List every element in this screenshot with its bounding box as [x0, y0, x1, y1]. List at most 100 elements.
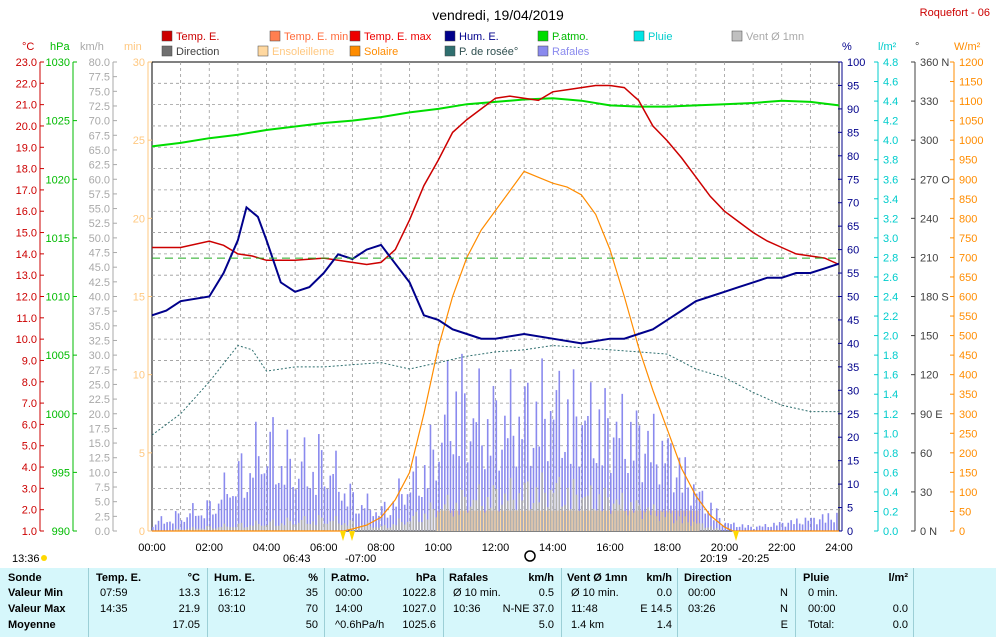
series-gust-bar — [610, 472, 612, 531]
axis-speed-label: 80.0 — [89, 57, 110, 69]
axis-time-label: 22:00 — [768, 542, 796, 554]
series-wind-bar — [690, 525, 692, 531]
series-gust-bar — [655, 464, 658, 531]
series-gust-bar — [658, 484, 661, 531]
series-gust-bar — [561, 457, 563, 531]
stats-header-press: P.atmo. — [331, 572, 370, 584]
legend-label: Vent Ø 1mn — [746, 31, 804, 43]
axis-temp-label: 20.0 — [16, 121, 37, 133]
axis-direction-label: 150 — [920, 331, 938, 343]
series-gust-bar — [710, 502, 712, 531]
series-gust-bar — [303, 437, 306, 531]
series-wind-bar — [549, 489, 552, 531]
axis-speed-label: 12.5 — [89, 453, 110, 465]
axis-unit-minutes: min — [124, 41, 142, 53]
stats-cell-rain-v: 0.0 — [892, 603, 908, 615]
series-gust-bar — [767, 527, 770, 531]
series-gust-bar — [595, 463, 598, 531]
axis-speed-label: 10.0 — [89, 467, 110, 479]
axis-solar-label: 450 — [959, 350, 977, 362]
axis-percent-label: 30 — [847, 385, 859, 397]
legend-label: Hum. E. — [459, 31, 499, 43]
axis-temp-label: 8.0 — [22, 377, 37, 389]
series-wind-bar — [589, 485, 592, 531]
axis-press-label: 990 — [52, 526, 70, 538]
series-gust-bar — [383, 501, 386, 531]
series-gust-bar — [475, 422, 478, 531]
axis-direction-label: 300 — [920, 135, 938, 147]
stats-cell-gust-t: Ø 10 min. — [453, 587, 501, 599]
axis-solar-label: 350 — [959, 389, 977, 401]
series-gust-bar — [363, 508, 366, 531]
series-gust-bar — [512, 435, 515, 531]
series-gust-bar — [452, 454, 455, 531]
series-gust-bar — [320, 450, 323, 531]
axis-rain-label: 4.0 — [883, 135, 898, 147]
series-wind-bar — [578, 510, 581, 531]
series-wind-bar — [672, 523, 675, 531]
axis-minutes-label: 5 — [139, 448, 145, 460]
axis-rain-label: 2.4 — [883, 292, 898, 304]
axis-press-label: 1015 — [46, 233, 70, 245]
series-wind-bar — [355, 526, 357, 531]
series-wind-bar — [366, 522, 369, 531]
stats-cell-hum-t: 03:10 — [218, 603, 246, 615]
series-gust-bar — [220, 499, 223, 531]
series-gust-bar — [827, 513, 830, 531]
series-gust-bar — [598, 409, 601, 531]
series-gust-bar — [435, 480, 437, 531]
legend-swatch — [161, 30, 173, 42]
series-wind-bar — [200, 528, 203, 531]
axis-speed-label: 22.5 — [89, 394, 110, 406]
series-gust-bar — [280, 465, 283, 531]
series-wind-bar — [618, 504, 621, 531]
series-gust-bar — [681, 492, 684, 531]
axis-percent-label: 0 — [847, 526, 853, 538]
axis-solar-label: 150 — [959, 467, 977, 479]
series-gust-bar — [154, 524, 157, 531]
series-gust-bar — [200, 515, 203, 531]
axis-rain-label: 4.8 — [883, 57, 898, 69]
series-gust-bar — [174, 511, 177, 531]
axis-rain-label: 4.4 — [883, 96, 898, 108]
series-wind-bar — [484, 512, 486, 531]
series-wind-bar — [627, 515, 629, 531]
series-gust-bar — [395, 506, 397, 531]
series-wind-bar — [526, 481, 529, 531]
axis-time-label: 20:00 — [711, 542, 739, 554]
axis-solar-label: 50 — [959, 506, 971, 518]
series-wind-bar — [489, 507, 492, 531]
series-gust-bar — [652, 413, 655, 531]
series-gust-bar — [429, 424, 432, 531]
legend-label: P. de rosée° — [459, 46, 518, 58]
series-gust-bar — [836, 512, 838, 531]
axis-speed-label: 77.5 — [89, 72, 110, 84]
series-gust-bar — [833, 522, 835, 531]
series-gust-bar — [575, 416, 578, 531]
series-gust-bar — [418, 495, 420, 531]
axis-percent-label: 50 — [847, 292, 859, 304]
series-gust-bar — [438, 461, 440, 531]
series-gust-bar — [755, 526, 758, 531]
series-wind-bar — [352, 521, 354, 531]
series-gust-bar — [192, 503, 194, 531]
series-gust-bar — [830, 519, 833, 531]
axis-solar-label: 1000 — [959, 135, 983, 147]
series-wind-bar — [698, 523, 701, 531]
axis-speed-label: 52.5 — [89, 218, 110, 230]
stats-header-hum-unit: % — [308, 572, 318, 584]
axis-minutes-label: 0 — [139, 526, 145, 538]
series-gust-bar — [172, 523, 174, 531]
series-wind-bar — [469, 506, 472, 531]
series-gust-bar — [335, 450, 337, 531]
series-wind-bar — [564, 504, 566, 531]
series-gust-bar — [727, 523, 729, 531]
series-gust-bar — [472, 418, 475, 531]
series-solar-line — [152, 170, 839, 532]
stats-cell-dir-v: N — [780, 587, 788, 599]
series-wind-bar — [587, 495, 589, 531]
series-gust-bar — [355, 513, 357, 531]
series-wind-bar — [664, 517, 666, 531]
series-gust-bar — [698, 491, 701, 531]
chart-title: vendredi, 19/04/2019 — [432, 7, 564, 23]
